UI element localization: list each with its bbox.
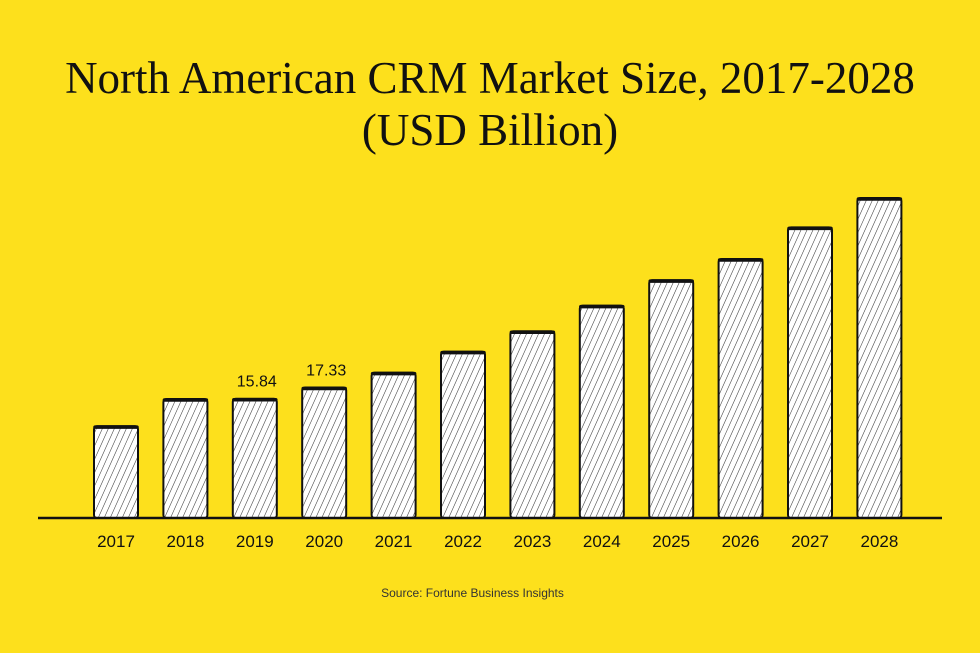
bar-2028 bbox=[856, 197, 903, 519]
bar-2024 bbox=[578, 304, 625, 519]
x-tick-label: 2017 bbox=[97, 532, 135, 551]
bar-hatching bbox=[441, 351, 485, 518]
data-label: 15.84 bbox=[237, 374, 277, 391]
bar-hatching bbox=[163, 399, 208, 519]
bar-hatching bbox=[94, 426, 138, 518]
bar-2018 bbox=[162, 398, 209, 520]
bar-hatching bbox=[579, 305, 624, 518]
x-tick-label: 2028 bbox=[860, 532, 898, 551]
bar-hatching bbox=[857, 198, 902, 518]
chart-title-line-1: North American CRM Market Size, 2017-202… bbox=[65, 53, 915, 103]
x-tick-label: 2020 bbox=[305, 532, 343, 551]
bar-fill bbox=[718, 258, 763, 518]
bar-2027 bbox=[787, 226, 833, 519]
bar-2026 bbox=[717, 257, 764, 519]
x-tick-label: 2018 bbox=[166, 532, 204, 551]
bar-2017 bbox=[93, 425, 139, 519]
bar-fill bbox=[510, 331, 555, 518]
bar-fill bbox=[441, 351, 485, 518]
bar-2019 bbox=[231, 397, 278, 520]
bar-hatching bbox=[232, 398, 277, 519]
chart-title: North American CRM Market Size, 2017-202… bbox=[0, 52, 980, 156]
bars-group bbox=[93, 197, 903, 520]
bar-fill bbox=[232, 398, 277, 518]
bar-fill bbox=[788, 227, 832, 519]
bar-2020 bbox=[301, 386, 348, 519]
x-tick-label: 2027 bbox=[791, 532, 829, 551]
bar-2023 bbox=[509, 330, 556, 520]
bar-hatching bbox=[302, 387, 347, 518]
x-tick-label: 2025 bbox=[652, 532, 690, 551]
x-tick-label: 2019 bbox=[236, 532, 274, 551]
bar-2021 bbox=[370, 371, 417, 519]
x-tick-label: 2023 bbox=[513, 532, 551, 551]
source-note: Source: Fortune Business Insights bbox=[381, 586, 564, 600]
bar-2022 bbox=[440, 350, 486, 519]
data-label: 17.33 bbox=[306, 363, 346, 380]
bar-hatching bbox=[371, 372, 416, 518]
data-labels: 15.84 17.33 bbox=[237, 363, 347, 391]
bar-2025 bbox=[648, 279, 695, 519]
x-tick-labels: 2017 2018 2019 2020 2021 2022 2023 2024 2025 2026… bbox=[97, 532, 898, 551]
x-tick-label: 2026 bbox=[722, 532, 760, 551]
x-tick-label: 2022 bbox=[444, 532, 482, 551]
x-tick-label: 2021 bbox=[375, 532, 413, 551]
bar-fill bbox=[579, 305, 624, 518]
chart-title-line-2: (USD Billion) bbox=[361, 105, 619, 155]
x-tick-label: 2024 bbox=[583, 532, 621, 551]
bar-fill bbox=[302, 387, 347, 518]
